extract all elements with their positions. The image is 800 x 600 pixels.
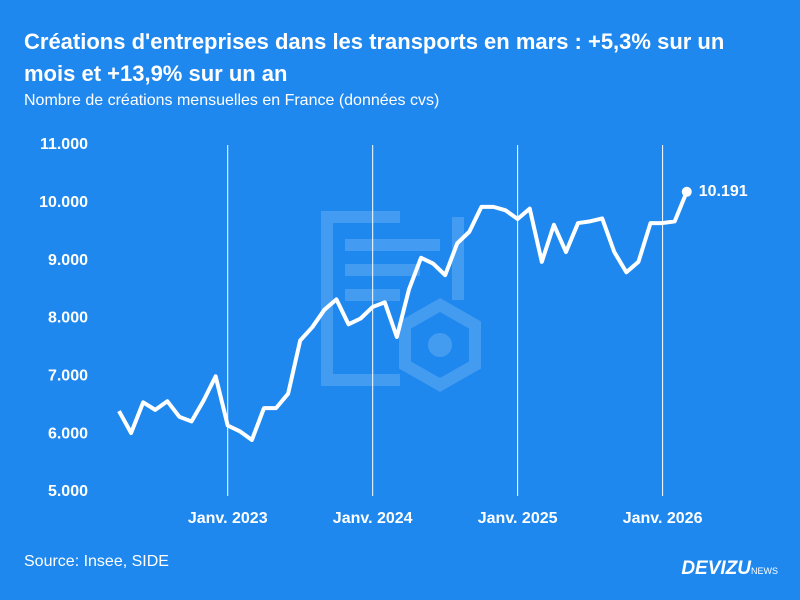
chart-title: Créations d'entreprises dans les transpo… [24,29,725,86]
y-tick-label: 9.000 [48,252,88,269]
line [117,191,689,442]
y-tick-label: 8.000 [48,310,88,327]
y-tick-label: 11.000 [40,136,88,153]
watermark [321,211,481,392]
y-tick-label: 7.000 [48,368,88,385]
x-tick-label: Janv. 2023 [188,510,268,527]
x-tick-label: Janv. 2025 [478,510,558,527]
value-label: 10.191 [699,183,748,200]
x-tick-label: Janv. 2026 [623,510,703,527]
brand-name: DEVIZU [681,558,751,579]
brand-suffix: NEWS [751,566,778,576]
y-tick-label: 10.000 [39,194,88,211]
end-point [681,186,692,197]
chart-subtitle: Nombre de créations mensuelles en France… [24,92,440,109]
y-tick-label: 6.000 [48,425,88,442]
source: Source: Insee, SIDE [24,553,169,570]
y-tick-label: 5.000 [48,483,88,500]
x-tick-label: Janv. 2024 [333,510,413,527]
brand-logo: DEVIZUNEWS [681,558,778,580]
